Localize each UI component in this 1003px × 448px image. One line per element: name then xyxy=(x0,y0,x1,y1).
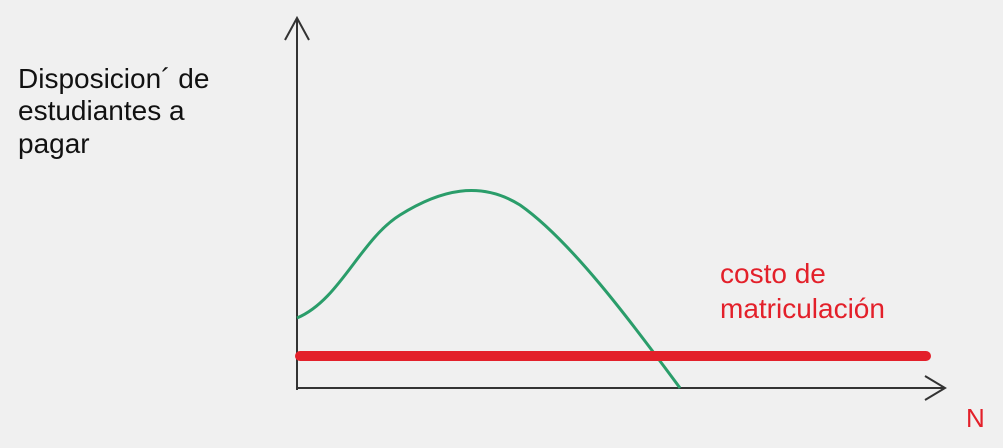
y-axis-label-line: pagar xyxy=(18,128,90,159)
cost-label-line: costo de xyxy=(720,258,826,289)
cost-label-line: matriculación xyxy=(720,293,885,324)
y-axis-arrow xyxy=(284,15,310,41)
y-axis-label-line: estudiantes a xyxy=(18,95,185,126)
x-axis-label: N xyxy=(966,403,985,433)
y-axis-label-line: Disposicion´ de xyxy=(18,63,209,94)
demand-curve xyxy=(296,189,682,389)
x-axis-arrow xyxy=(924,375,947,401)
